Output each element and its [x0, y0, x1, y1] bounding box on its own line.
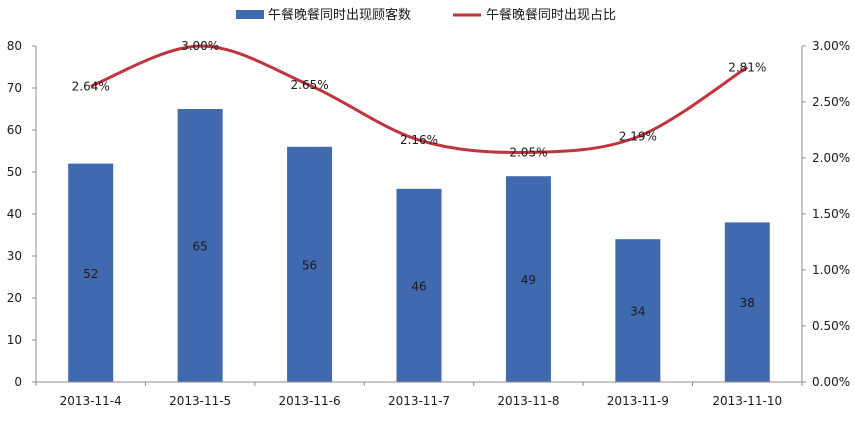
y-right-tick-label: 3.00% — [812, 39, 850, 53]
bar — [724, 222, 770, 382]
y-left-tick-label: 80 — [7, 39, 22, 53]
x-tick-label: 2013-11-8 — [497, 394, 559, 408]
line-value-label: 2.19% — [619, 130, 657, 144]
bar-value-label: 46 — [411, 279, 426, 293]
y-left-tick-label: 10 — [7, 333, 22, 347]
y-right-tick-label: 0.50% — [812, 319, 850, 333]
legend-label-bar: 午餐晚餐同时出现顾客数 — [268, 7, 411, 23]
legend-swatch-bar — [236, 10, 264, 19]
x-tick-label: 2013-11-4 — [60, 394, 122, 408]
line-value-label: 2.81% — [728, 60, 766, 74]
y-left-tick-label: 50 — [7, 165, 22, 179]
bar-value-label: 34 — [630, 305, 645, 319]
x-tick-label: 2013-11-5 — [169, 394, 231, 408]
y-left-tick-label: 60 — [7, 123, 22, 137]
y-right-tick-label: 1.00% — [812, 263, 850, 277]
bar-value-label: 65 — [193, 240, 208, 254]
line-value-label: 2.05% — [509, 145, 547, 159]
bar — [177, 109, 223, 382]
bar-value-label: 49 — [521, 273, 536, 287]
bar — [287, 146, 333, 382]
legend-label-line: 午餐晚餐同时出现占比 — [486, 7, 616, 23]
x-tick-label: 2013-11-6 — [279, 394, 341, 408]
y-left-tick-label: 20 — [7, 291, 22, 305]
line-value-label: 3.00% — [181, 39, 219, 53]
bar-value-label: 38 — [740, 296, 755, 310]
y-left-tick-label: 0 — [14, 375, 22, 389]
x-tick-label: 2013-11-10 — [712, 394, 782, 408]
line-value-label: 2.65% — [291, 78, 329, 92]
y-left-tick-label: 70 — [7, 81, 22, 95]
bar — [68, 163, 114, 382]
y-right-tick-label: 0.00% — [812, 375, 850, 389]
x-tick-label: 2013-11-9 — [607, 394, 669, 408]
bar-value-label: 52 — [83, 267, 98, 281]
y-right-tick-label: 2.00% — [812, 151, 850, 165]
bar — [615, 239, 661, 382]
line-value-label: 2.64% — [72, 79, 110, 93]
bar-value-label: 56 — [302, 258, 317, 272]
y-left-tick-label: 30 — [7, 249, 22, 263]
bar — [505, 176, 551, 382]
series-line — [90, 44, 749, 154]
bar — [396, 188, 442, 382]
y-left-tick-label: 40 — [7, 207, 22, 221]
x-tick-label: 2013-11-7 — [388, 394, 450, 408]
line-value-label: 2.16% — [400, 133, 438, 147]
y-right-tick-label: 2.50% — [812, 95, 850, 109]
y-right-tick-label: 1.50% — [812, 207, 850, 221]
